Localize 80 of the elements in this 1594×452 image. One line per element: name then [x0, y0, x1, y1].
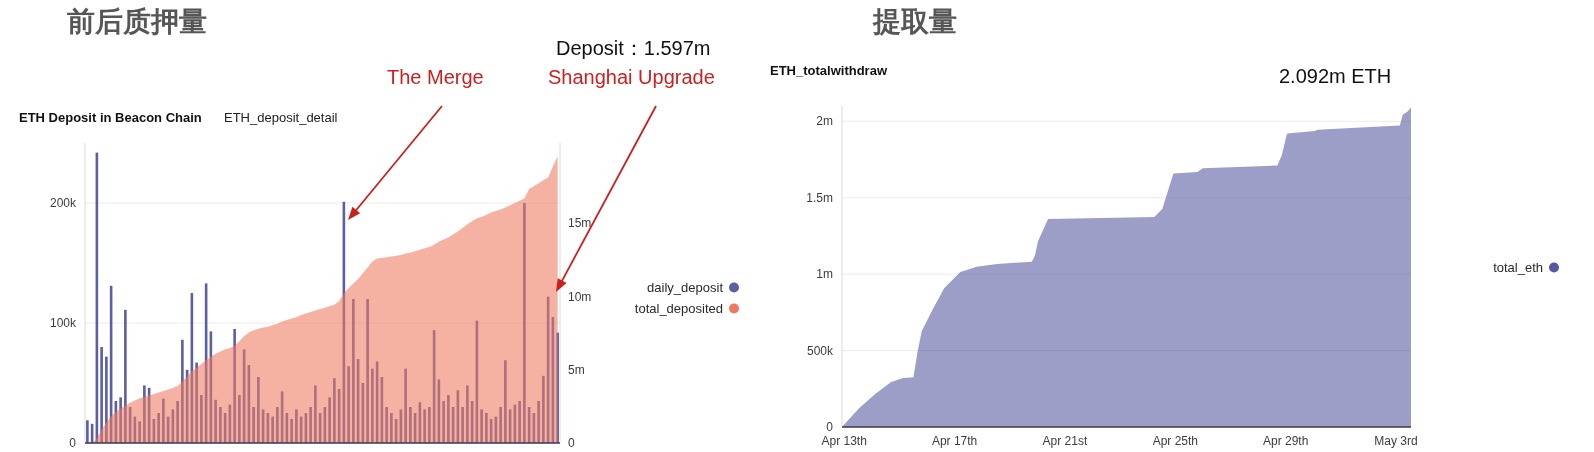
y-tick-label: 200k — [49, 196, 77, 210]
bar — [271, 416, 274, 443]
bar — [252, 407, 255, 443]
y-tick-label: 500k — [806, 343, 834, 358]
bar — [428, 407, 431, 443]
text: Shanghai Upgrade — [548, 66, 715, 88]
bar — [124, 309, 127, 443]
x-tick-label: Apr 21st — [1042, 434, 1088, 448]
legend-label: total_eth — [1493, 260, 1543, 275]
y-tick-label: 1.5m — [806, 190, 833, 205]
bar — [371, 368, 374, 443]
bar — [176, 401, 179, 443]
y2-tick-label: 0 — [568, 436, 575, 450]
bar — [257, 377, 260, 443]
text: ETH_deposit_detail — [224, 110, 338, 125]
text: Deposit：1.597m — [556, 37, 711, 59]
x-tick-label: Apr 25th — [1152, 434, 1198, 448]
bar — [542, 375, 545, 443]
y-tick-label: 1m — [816, 267, 833, 282]
bar — [200, 395, 203, 443]
bar — [333, 378, 336, 443]
bar — [447, 395, 450, 443]
bar — [162, 398, 165, 443]
legend-label: daily_deposit — [647, 280, 724, 295]
bar — [485, 413, 488, 443]
bar — [314, 385, 317, 443]
bar — [233, 329, 236, 443]
bar — [352, 299, 355, 443]
y-tick-label: 0 — [826, 420, 834, 434]
bar — [290, 419, 293, 443]
bar — [523, 203, 526, 443]
chart-subtitle: ETH Deposit in Beacon Chain — [19, 110, 202, 125]
chart-title: 提取量 — [872, 6, 957, 37]
bar — [86, 420, 89, 443]
bar — [100, 347, 103, 443]
bar — [461, 407, 464, 443]
x-tick-label: Apr 13th — [821, 434, 867, 448]
bar — [499, 407, 502, 443]
bar — [143, 385, 146, 443]
y-tick-label: 100k — [49, 316, 77, 330]
y2-tick-label: 15m — [568, 216, 592, 231]
bar — [366, 299, 369, 443]
chart-title: 前后质押量 — [66, 6, 207, 37]
bar — [238, 395, 241, 443]
bar — [105, 356, 108, 443]
bar — [442, 401, 445, 443]
y-tick-label: 2m — [816, 114, 833, 129]
bar — [181, 339, 184, 443]
y-tick-label: 0 — [69, 436, 77, 450]
bar — [404, 368, 407, 443]
bar — [409, 407, 412, 443]
bar — [309, 407, 312, 443]
bar — [119, 397, 122, 443]
bar — [347, 366, 350, 443]
bar — [556, 332, 559, 443]
bar — [157, 413, 160, 443]
bar — [219, 407, 222, 443]
bar — [537, 401, 540, 443]
bar — [480, 409, 483, 443]
bar — [390, 413, 393, 443]
x-tick-label: May 3rd — [1374, 434, 1418, 448]
y2-tick-label: 5m — [568, 362, 585, 377]
text: 2.092m ETH — [1279, 65, 1392, 87]
bar — [518, 401, 521, 443]
text: The Merge — [387, 66, 484, 88]
bar — [504, 360, 507, 443]
bar — [214, 399, 217, 443]
y2-tick-label: 10m — [568, 289, 592, 304]
bar — [328, 397, 331, 443]
x-tick-label: Apr 29th — [1263, 434, 1309, 448]
bar — [423, 409, 426, 443]
bar — [195, 362, 198, 443]
bar — [276, 407, 279, 443]
x-tick-label: Apr 17th — [931, 434, 978, 448]
bar — [295, 409, 298, 443]
chart-subtitle: ETH_totalwithdraw — [770, 63, 888, 78]
legend-label: total_deposited — [634, 301, 723, 316]
bar — [466, 385, 469, 443]
bar — [385, 407, 388, 443]
bar — [138, 421, 141, 443]
